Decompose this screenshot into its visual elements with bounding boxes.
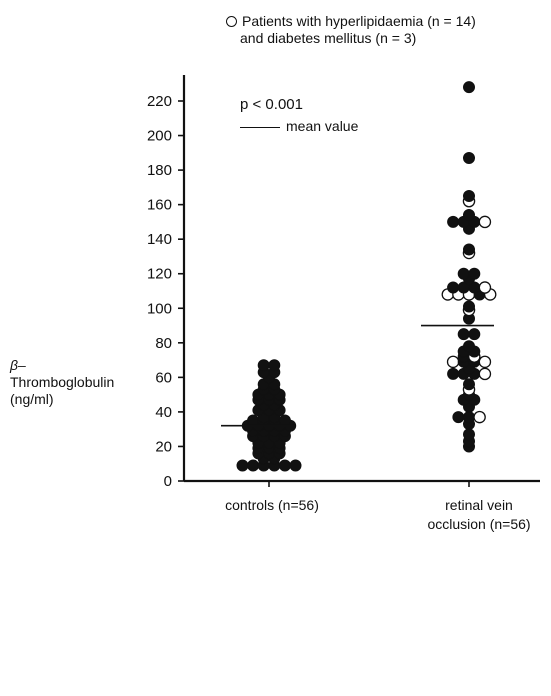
p-value-annotation: p < 0.001 bbox=[240, 96, 303, 113]
y-tick-label: 60 bbox=[155, 369, 172, 386]
filled-data-point bbox=[462, 340, 475, 353]
y-axis-label-line-1: β– bbox=[10, 357, 26, 373]
filled-data-point bbox=[452, 411, 465, 424]
filled-data-point bbox=[278, 459, 291, 472]
legend-line-1: Patients with hyperlipidaemia (n = 14) bbox=[242, 13, 476, 29]
legend: Patients with hyperlipidaemia (n = 14) a… bbox=[226, 13, 476, 47]
open-data-point bbox=[446, 355, 460, 369]
mean-value-label: mean value bbox=[286, 118, 359, 134]
y-tick-label: 220 bbox=[147, 93, 172, 110]
filled-data-point bbox=[468, 267, 481, 280]
y-tick-label: 140 bbox=[147, 231, 172, 248]
filled-data-point bbox=[447, 281, 460, 294]
filled-data-point bbox=[278, 414, 291, 427]
filled-data-point bbox=[468, 328, 481, 341]
filled-data-point bbox=[462, 81, 475, 94]
y-tick-label: 160 bbox=[147, 197, 172, 214]
filled-data-point bbox=[462, 378, 475, 391]
filled-data-point bbox=[447, 215, 460, 228]
mean-value-key: mean value bbox=[240, 118, 358, 135]
axes: 0 20 40 60 80 100 120 140 160 180 200 220 controls (… bbox=[147, 75, 540, 532]
filled-data-point bbox=[257, 359, 270, 372]
filled-data-point bbox=[268, 359, 281, 372]
y-tick-label: 180 bbox=[147, 162, 172, 179]
mean-line-sample bbox=[240, 126, 280, 128]
filled-data-point bbox=[462, 189, 475, 202]
open-data-point bbox=[478, 215, 492, 229]
filled-data-point bbox=[457, 267, 470, 280]
y-axis-label: β– Thromboglobulin (ng/ml) bbox=[10, 357, 114, 408]
y-tick-label: 120 bbox=[147, 266, 172, 283]
y-axis-label-line-2: Thromboglobulin bbox=[10, 374, 115, 390]
filled-data-point bbox=[447, 367, 460, 380]
open-circle-marker bbox=[226, 16, 237, 27]
filled-data-point bbox=[462, 151, 475, 164]
filled-data-point bbox=[236, 459, 249, 472]
legend-line-2: and diabetes mellitus (n = 3) bbox=[240, 30, 417, 46]
filled-data-point bbox=[457, 328, 470, 341]
data-points bbox=[236, 81, 497, 472]
y-tick-label: 0 bbox=[164, 473, 172, 490]
filled-data-point bbox=[462, 411, 475, 424]
y-tick-label: 100 bbox=[147, 300, 172, 317]
open-data-point bbox=[473, 410, 486, 424]
filled-data-point bbox=[462, 208, 475, 221]
x-category-label: occlusion (n=56) bbox=[427, 516, 530, 532]
y-tick-label: 40 bbox=[155, 404, 172, 421]
y-axis-label-line-3: (ng/ml) bbox=[10, 391, 54, 407]
y-tick-label: 200 bbox=[147, 128, 172, 145]
filled-data-point bbox=[247, 414, 260, 427]
filled-data-point bbox=[462, 300, 475, 313]
open-data-point bbox=[478, 281, 492, 294]
x-category-label: retinal vein bbox=[445, 497, 513, 513]
filled-data-point bbox=[462, 428, 475, 441]
y-tick-label: 20 bbox=[155, 438, 172, 455]
filled-data-point bbox=[247, 459, 260, 472]
open-data-point bbox=[478, 367, 492, 381]
filled-data-point bbox=[289, 459, 302, 472]
y-tick-label: 80 bbox=[155, 335, 172, 352]
filled-data-point bbox=[462, 243, 475, 256]
mean-lines bbox=[221, 324, 494, 427]
open-data-point bbox=[478, 355, 492, 369]
x-category-label: controls (n=56) bbox=[225, 497, 319, 513]
